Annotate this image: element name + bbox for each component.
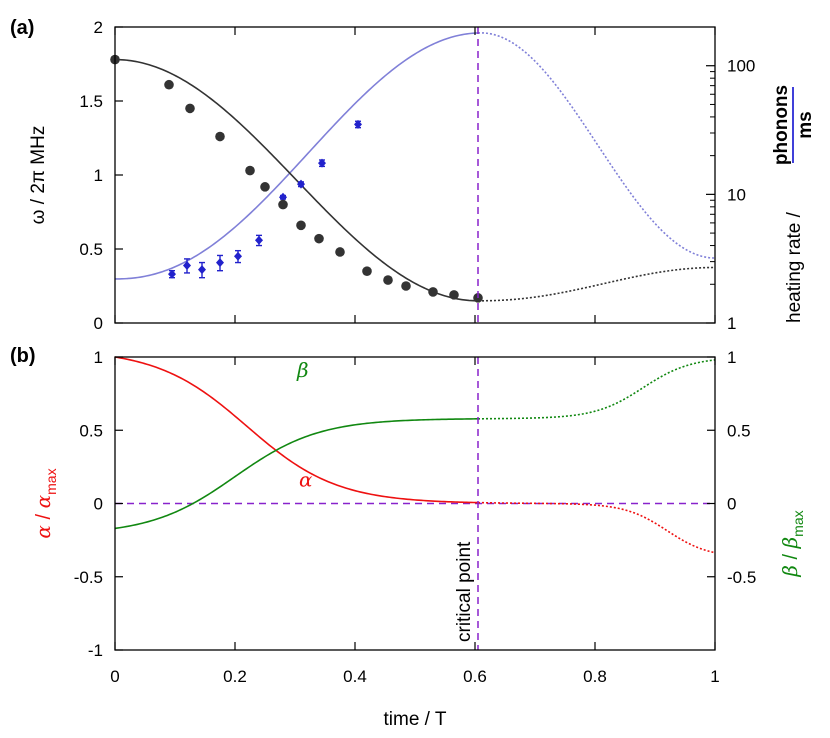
slash: /	[33, 508, 55, 525]
omega-data-point	[314, 233, 324, 244]
heating-fit-line	[114, 32, 479, 280]
omega-data-point	[449, 290, 459, 300]
symbol-denominator: β	[778, 537, 802, 550]
beta-curve-label: β	[296, 358, 309, 382]
y2-tick-label-b: 0.5	[727, 421, 751, 440]
alpha-curve-extrapolation	[477, 501, 716, 554]
b-ylabel-text: α / αmax	[31, 468, 59, 538]
y2-tick-label-b: 1	[727, 348, 736, 367]
omega-fit-line	[114, 58, 479, 302]
panel-b: critical point -1 -0.5 0 0.5 1 -0.5 0 0.5 1 0 0.2 0…	[31, 348, 806, 686]
y-tick-label-b: 0.5	[79, 421, 103, 440]
omega-data-point	[215, 131, 225, 142]
heating-data-point	[168, 269, 176, 279]
beta-curve-extrapolation	[477, 359, 716, 420]
y-tick-label-b: 0	[94, 495, 103, 514]
panel-a-label: (a)	[10, 17, 34, 39]
y-tick-label-a: 2	[94, 18, 103, 37]
x-tick-label: 0.2	[223, 667, 247, 686]
alpha-curve-label: α	[299, 467, 313, 491]
y-tick-label-a: 1	[94, 166, 103, 185]
panel-b-label: (b)	[10, 345, 36, 367]
symbol-denominator: α	[31, 494, 55, 508]
symbol: β	[778, 565, 802, 578]
x-tick-label: 0.6	[463, 667, 487, 686]
symbol: α	[31, 525, 55, 539]
y2-tick-label-a: 1	[727, 314, 736, 333]
y-tick-label-a: 0.5	[79, 240, 103, 259]
heating-data-point	[279, 192, 287, 202]
omega-data-point	[164, 79, 174, 90]
y-tick-label-a: 0	[94, 314, 103, 333]
panel-b-y2label: β / βmax	[778, 510, 806, 577]
y2-tick-label-b: -0.5	[727, 568, 756, 587]
y-tick-label-a: 1.5	[79, 92, 103, 111]
heating-data-point	[297, 179, 305, 189]
y-tick-label-b: -1	[88, 641, 103, 660]
heating-rate-label: heating rate /	[784, 211, 805, 323]
heating-data-point	[255, 235, 263, 245]
b-y2label-text: β / βmax	[778, 510, 806, 577]
heating-data-point	[318, 158, 326, 168]
subscript-max: max	[790, 510, 806, 536]
x-tick-label: 0.4	[343, 667, 367, 686]
y2-tick-label-a: 10	[727, 185, 746, 204]
omega-data-point	[296, 220, 306, 231]
x-axis-label: time / T	[384, 709, 447, 730]
alpha-curve	[114, 356, 479, 504]
heating-data-point	[234, 251, 242, 261]
omega-fit-extrapolation	[478, 266, 715, 302]
y-tick-label-b: 1	[94, 348, 103, 367]
omega-data-point	[335, 247, 345, 257]
heating-data-point	[216, 258, 224, 268]
x-tick-label: 0.8	[583, 667, 607, 686]
omega-data-point	[185, 103, 195, 114]
panel-b-ylabel: α / αmax	[31, 468, 59, 538]
y-tick-label-b: -0.5	[74, 568, 103, 587]
x-tick-label: 0	[110, 667, 119, 686]
y2-tick-label-a: 100	[727, 57, 755, 76]
omega-data-point	[245, 165, 255, 176]
heating-data-point	[354, 119, 362, 129]
panel-a-y2label: heating rate / phonons ms	[771, 85, 816, 323]
heating-data-point	[183, 260, 191, 270]
y2-tick-label-b: 0	[727, 495, 736, 514]
panel-a: 0 0.5 1 1.5 2 1 10 100 ω / 2π MHz heating rate …	[28, 18, 816, 333]
ms-label: ms	[795, 111, 816, 138]
heating-fit-extrapolation	[477, 32, 716, 259]
x-tick-label: 1	[710, 667, 719, 686]
omega-data-point	[260, 182, 270, 192]
slash: /	[780, 548, 802, 565]
subscript-max: max	[43, 468, 59, 494]
omega-data-point	[362, 266, 372, 277]
critical-point-label: critical point	[454, 541, 475, 642]
heating-data-point	[198, 265, 206, 275]
phonons-label: phonons	[771, 85, 792, 165]
omega-data-point	[383, 275, 393, 285]
omega-data-point	[401, 281, 411, 291]
omega-data-point	[428, 287, 438, 297]
beta-curve	[114, 418, 479, 530]
omega-data-point	[278, 199, 288, 210]
panel-a-ylabel: ω / 2π MHz	[28, 126, 49, 225]
